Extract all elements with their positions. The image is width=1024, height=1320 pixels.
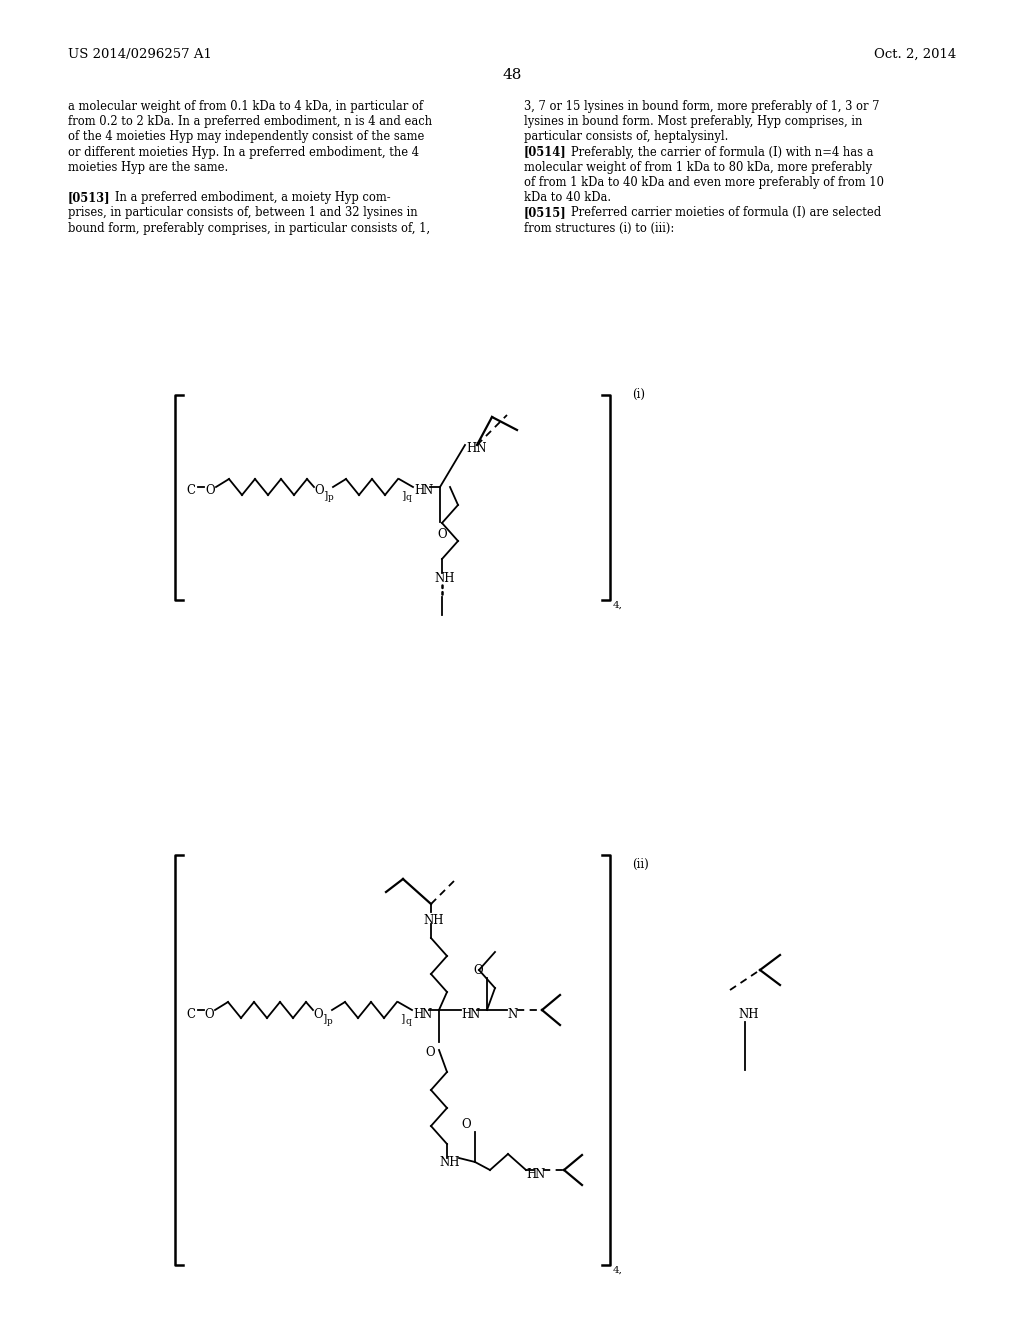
Text: (i): (i) (632, 388, 645, 401)
Text: 4,: 4, (613, 601, 623, 610)
Text: H: H (414, 484, 424, 498)
Text: ]: ] (400, 1012, 404, 1023)
Text: p: p (328, 494, 334, 503)
Text: of from 1 kDa to 40 kDa and even more preferably of from 10: of from 1 kDa to 40 kDa and even more pr… (524, 176, 884, 189)
Text: Preferably, the carrier of formula (I) with n=4 has a: Preferably, the carrier of formula (I) w… (560, 145, 873, 158)
Text: q: q (406, 1016, 411, 1026)
Text: C: C (186, 484, 195, 498)
Text: bound form, preferably comprises, in particular consists of, 1,: bound form, preferably comprises, in par… (68, 222, 430, 235)
Text: O: O (204, 1007, 214, 1020)
Text: kDa to 40 kDa.: kDa to 40 kDa. (524, 191, 611, 205)
Text: from structures (i) to (iii):: from structures (i) to (iii): (524, 222, 674, 235)
Text: [0514]: [0514] (524, 145, 566, 158)
Text: N: N (534, 1167, 544, 1180)
Text: prises, in particular consists of, between 1 and 32 lysines in: prises, in particular consists of, betwe… (68, 206, 418, 219)
Text: NH: NH (738, 1008, 759, 1022)
Text: H: H (461, 1007, 471, 1020)
Text: O: O (425, 1045, 434, 1059)
Text: lysines in bound form. Most preferably, Hyp comprises, in: lysines in bound form. Most preferably, … (524, 115, 862, 128)
Text: 4,: 4, (613, 1266, 623, 1275)
Text: ]: ] (323, 490, 328, 500)
Text: NH: NH (439, 1156, 460, 1170)
Text: molecular weight of from 1 kDa to 80 kDa, more preferably: molecular weight of from 1 kDa to 80 kDa… (524, 161, 872, 174)
Text: H: H (526, 1167, 537, 1180)
Text: O: O (473, 964, 482, 977)
Text: moieties Hyp are the same.: moieties Hyp are the same. (68, 161, 228, 174)
Text: N: N (507, 1007, 517, 1020)
Text: O: O (313, 1007, 323, 1020)
Text: In a preferred embodiment, a moiety Hyp com-: In a preferred embodiment, a moiety Hyp … (104, 191, 390, 205)
Text: Oct. 2, 2014: Oct. 2, 2014 (873, 48, 956, 61)
Text: of the 4 moieties Hyp may independently consist of the same: of the 4 moieties Hyp may independently … (68, 131, 424, 144)
Text: ]: ] (401, 490, 406, 500)
Text: particular consists of, heptalysinyl.: particular consists of, heptalysinyl. (524, 131, 728, 144)
Text: US 2014/0296257 A1: US 2014/0296257 A1 (68, 48, 212, 61)
Text: O: O (461, 1118, 471, 1130)
Text: NH: NH (423, 913, 443, 927)
Text: a molecular weight of from 0.1 kDa to 4 kDa, in particular of: a molecular weight of from 0.1 kDa to 4 … (68, 100, 423, 114)
Text: Preferred carrier moieties of formula (I) are selected: Preferred carrier moieties of formula (I… (560, 206, 882, 219)
Text: HN: HN (466, 442, 486, 455)
Text: or different moieties Hyp. In a preferred embodiment, the 4: or different moieties Hyp. In a preferre… (68, 145, 419, 158)
Text: [0513]: [0513] (68, 191, 111, 205)
Text: O: O (314, 484, 324, 498)
Text: N: N (421, 1007, 431, 1020)
Text: ]: ] (322, 1012, 327, 1023)
Text: [0515]: [0515] (524, 206, 566, 219)
Text: N: N (422, 484, 432, 498)
Text: O: O (437, 528, 446, 540)
Text: NH: NH (434, 572, 455, 585)
Text: p: p (327, 1016, 333, 1026)
Text: (ii): (ii) (632, 858, 649, 871)
Text: C: C (186, 1007, 195, 1020)
Text: 48: 48 (503, 69, 521, 82)
Text: H: H (413, 1007, 423, 1020)
Text: O: O (205, 484, 215, 498)
Text: q: q (406, 494, 412, 503)
Text: 3, 7 or 15 lysines in bound form, more preferably of 1, 3 or 7: 3, 7 or 15 lysines in bound form, more p… (524, 100, 880, 114)
Text: from 0.2 to 2 kDa. In a preferred embodiment, n is 4 and each: from 0.2 to 2 kDa. In a preferred embodi… (68, 115, 432, 128)
Text: N: N (469, 1007, 479, 1020)
